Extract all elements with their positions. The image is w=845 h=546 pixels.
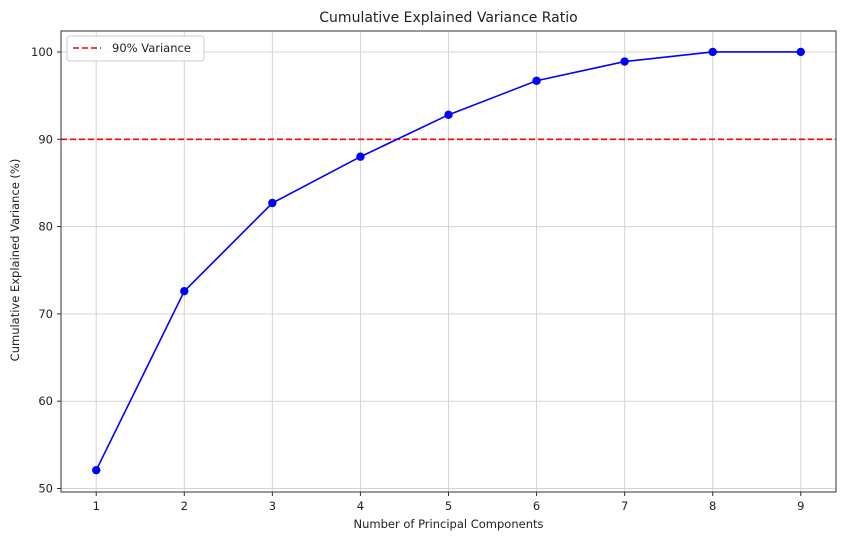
x-tick-label: 2 — [181, 499, 188, 513]
data-point — [796, 47, 805, 57]
x-tick-label: 7 — [621, 499, 628, 513]
y-tick-label: 50 — [38, 482, 53, 496]
x-tick-label: 4 — [357, 499, 364, 513]
y-tick-label: 90 — [38, 132, 53, 146]
legend: 90% Variance — [66, 35, 205, 62]
data-point — [532, 76, 541, 85]
grid-lines — [61, 31, 836, 492]
x-tick-label: 3 — [269, 499, 276, 513]
x-tick-label: 1 — [93, 499, 100, 513]
legend-label-90-variance: 90% Variance — [112, 41, 191, 55]
x-tick-label: 8 — [709, 499, 716, 513]
x-tick-label: 6 — [533, 499, 540, 513]
y-tick-label: 80 — [38, 220, 53, 234]
data-point — [92, 465, 101, 475]
y-tick-label: 100 — [31, 45, 53, 59]
y-axis-label: Cumulative Explained Variance (%) — [8, 159, 22, 362]
data-point — [180, 286, 189, 296]
data-point — [620, 57, 629, 66]
data-point — [356, 152, 365, 161]
x-tick-label: 5 — [445, 499, 452, 513]
data-series — [92, 47, 805, 475]
y-tick-label: 70 — [38, 307, 53, 321]
y-axis-ticks: 50 60 70 80 90 100 — [31, 45, 61, 496]
data-point — [268, 198, 277, 208]
x-tick-label: 9 — [797, 499, 804, 513]
x-axis-ticks: 1 2 3 4 5 6 7 8 9 — [93, 492, 804, 513]
chart-title: Cumulative Explained Variance Ratio — [319, 10, 577, 26]
data-point — [708, 47, 717, 57]
legend-box — [66, 35, 205, 62]
x-axis-label: Number of Principal Components — [353, 517, 543, 531]
data-point — [444, 110, 453, 120]
y-tick-label: 60 — [38, 394, 53, 408]
